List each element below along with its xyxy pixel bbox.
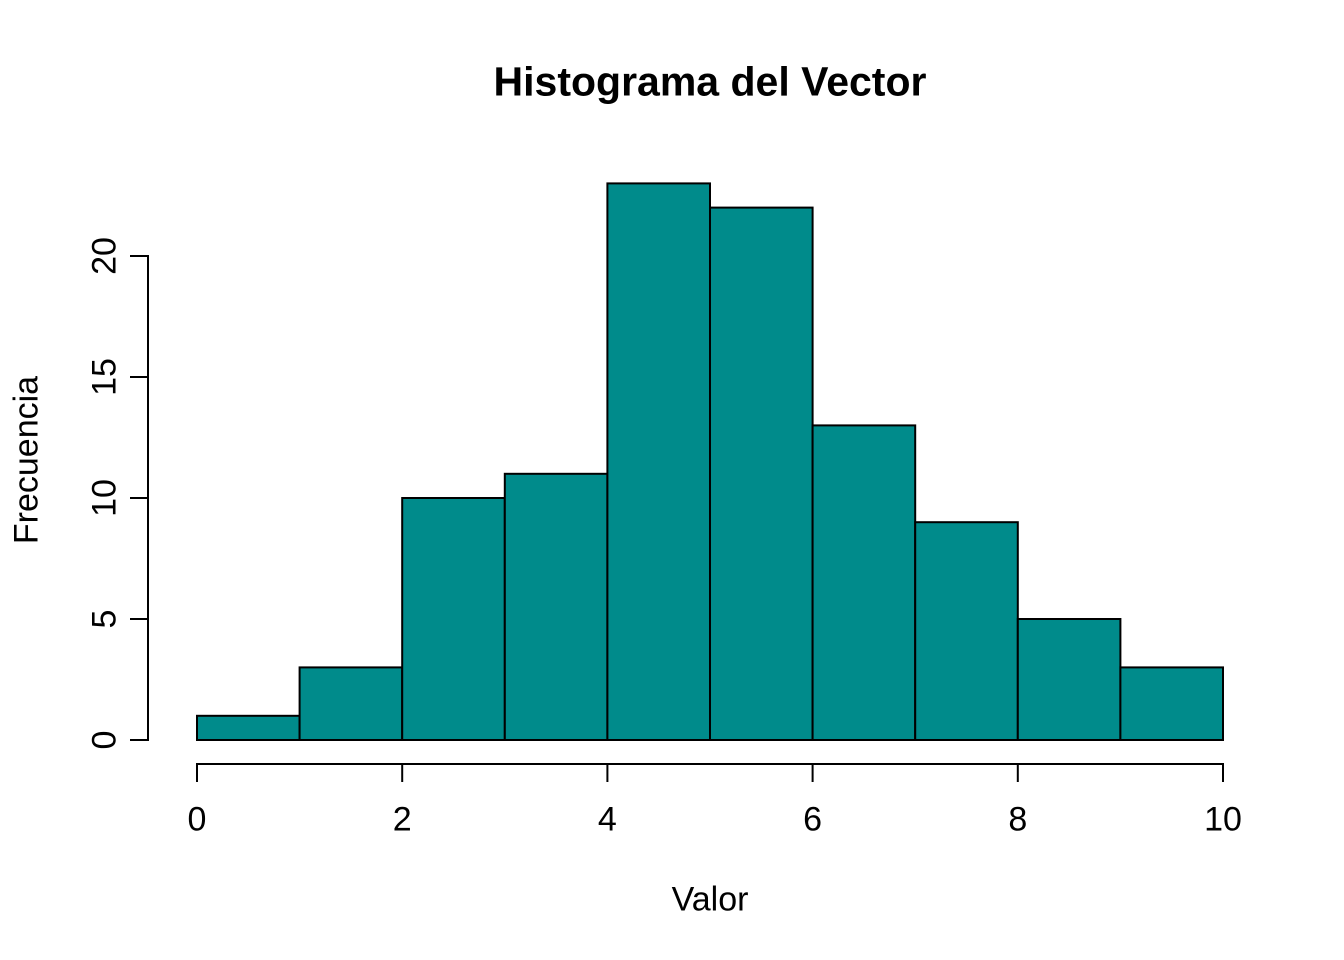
y-tick-label: 20 xyxy=(85,237,124,275)
histogram-bar xyxy=(196,714,301,741)
y-tick-label: 5 xyxy=(85,609,124,629)
x-tick-label: 8 xyxy=(1008,800,1028,839)
x-tick-label: 2 xyxy=(392,800,412,839)
x-tick-label: 10 xyxy=(1204,800,1242,839)
histogram-bar xyxy=(1016,618,1122,741)
histogram-bar xyxy=(914,521,1019,742)
x-tick-label: 4 xyxy=(597,800,617,839)
histogram-bar xyxy=(401,497,506,741)
histogram-bar xyxy=(811,424,917,741)
histogram-bar xyxy=(709,206,814,742)
histogram-bar xyxy=(606,182,712,741)
histogram-bar xyxy=(503,472,609,741)
x-axis-label: Valor xyxy=(671,880,749,919)
y-tick-label: 10 xyxy=(85,479,124,517)
y-tick-label: 0 xyxy=(85,730,124,750)
x-tick-label: 0 xyxy=(187,800,207,839)
histogram-bar xyxy=(1119,666,1225,742)
histogram-bar xyxy=(298,666,404,742)
chart-title: Histograma del Vector xyxy=(493,58,927,105)
y-tick-label: 15 xyxy=(85,358,124,396)
x-tick-label: 6 xyxy=(803,800,823,839)
